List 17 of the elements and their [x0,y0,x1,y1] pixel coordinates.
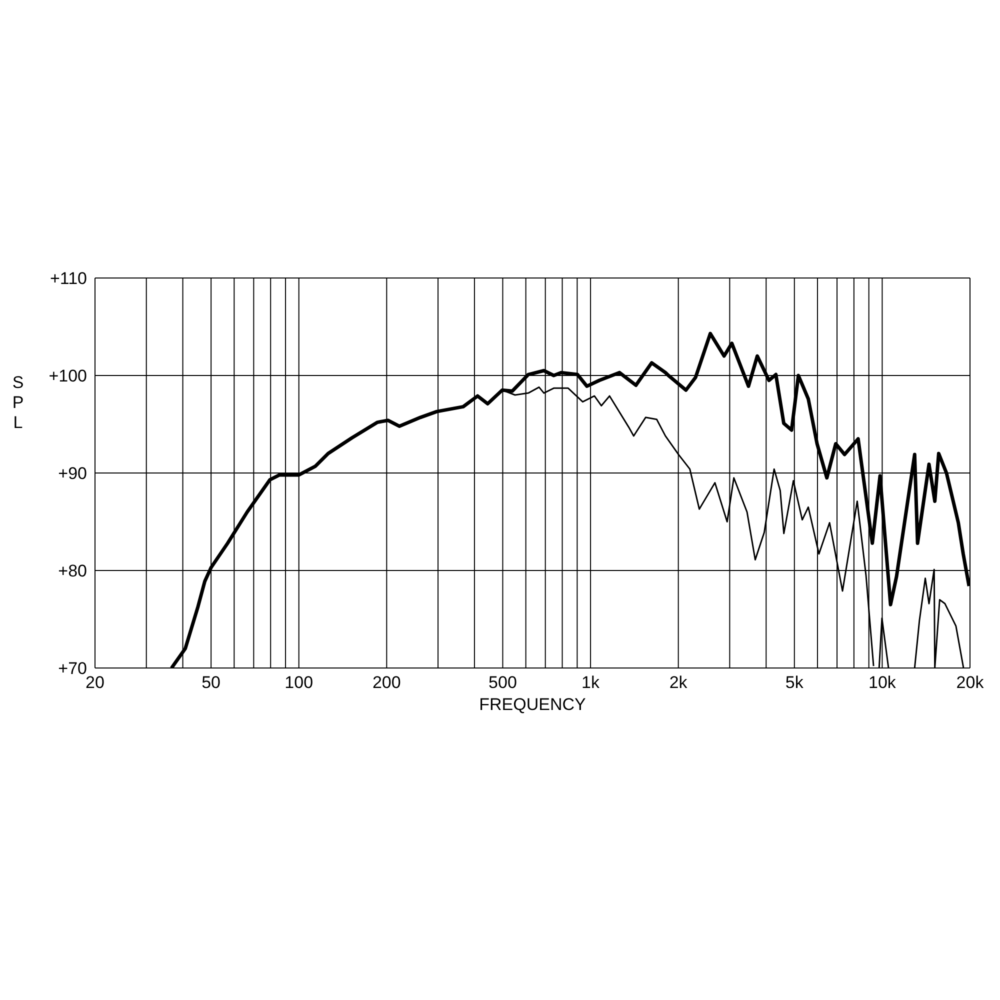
y-tick-label: +100 [48,366,87,386]
y-tick-label: +90 [58,464,87,484]
x-tick-label: 2k [669,673,688,692]
x-axis-title: FREQUENCY [479,695,586,714]
x-tick-label: 10k [868,673,896,692]
x-tick-label: 20k [956,673,984,692]
x-tick-label: 500 [488,673,517,692]
x-tick-label: 200 [372,673,401,692]
y-tick-label: +110 [50,269,87,288]
x-tick-label: 1k [582,673,600,692]
y-tick-label: +80 [58,562,87,581]
x-tick-label: 20 [86,673,104,692]
x-tick-label: 50 [202,673,221,692]
y-tick-label: +70 [58,659,87,678]
x-tick-label: 100 [284,673,314,692]
x-tick-label: 5k [785,673,804,692]
y-axis-title: SPL [12,373,24,432]
